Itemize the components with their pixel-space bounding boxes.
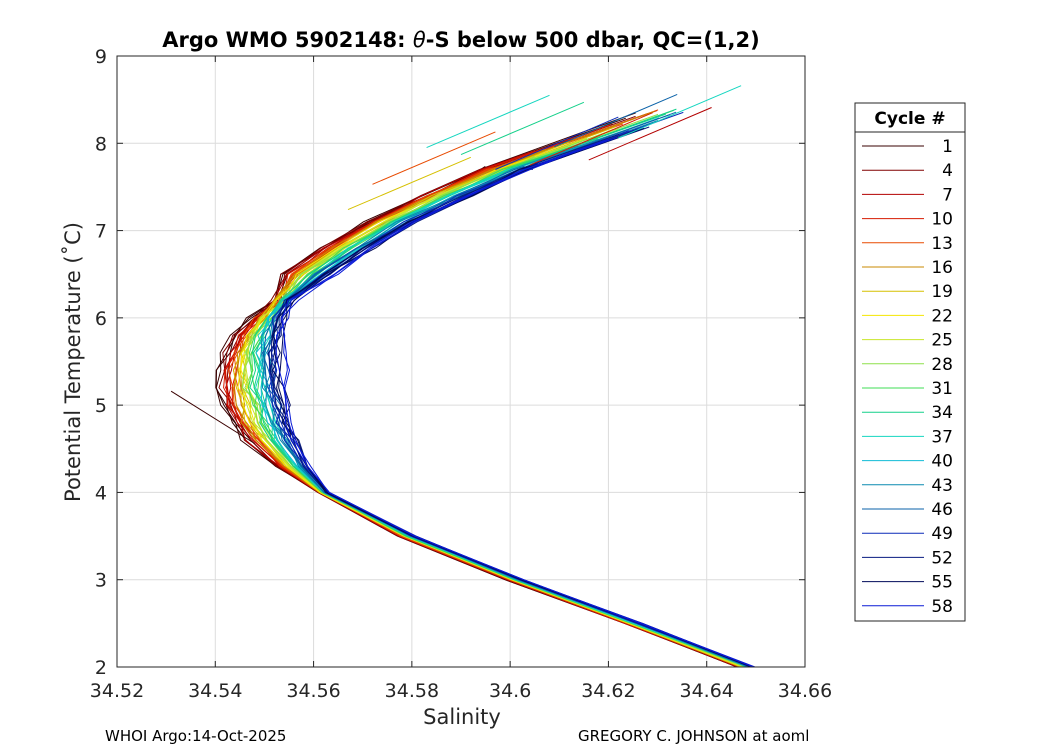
legend-label: 46 (931, 500, 953, 520)
legend: Cycle # 1 4 7 10 13 16 19 22 25 28 31 34 37 40 43 46 49 5… (854, 102, 966, 622)
y-tick-label: 5 (95, 395, 107, 417)
legend-label: 22 (931, 306, 953, 326)
cycle-series-line (280, 137, 754, 668)
cycle-series-line-top (460, 101, 585, 156)
cycle-series-line-top (618, 85, 742, 139)
x-tick-label: 34.62 (581, 680, 635, 702)
x-tick-label: 34.6 (489, 680, 531, 702)
series-lines (170, 85, 756, 668)
footer-left: WHOI Argo:14-Oct-2025 (105, 727, 286, 745)
y-tick-label: 6 (95, 308, 107, 330)
x-tick-label: 34.56 (286, 680, 340, 702)
y-tick-label: 9 (95, 46, 107, 68)
x-tick-label: 34.66 (778, 680, 832, 702)
cycle-series-line-top (372, 131, 496, 185)
cycle-series-line-top (588, 107, 712, 161)
x-axis-ticks: 34.52 34.54 34.56 34.58 34.6 34.62 34.64 34.66 (90, 56, 832, 702)
cycle-series-line-top (170, 390, 255, 444)
x-tick-label: 34.54 (188, 680, 242, 702)
legend-items: 1 4 7 10 13 16 19 22 25 28 31 34 37 40 43 46 49 52 55 58 (862, 137, 953, 617)
legend-label: 16 (931, 258, 953, 278)
plot-area-frame (116, 55, 806, 668)
legend-label: 43 (931, 476, 953, 496)
legend-label: 55 (931, 573, 953, 593)
x-tick-label: 34.64 (680, 680, 734, 702)
y-axis-label: Potential Temperature (˚C) (61, 222, 85, 502)
legend-label: 13 (931, 234, 953, 254)
y-axis-ticks: 2 3 4 5 6 7 8 9 (95, 46, 805, 679)
legend-label: 34 (931, 403, 953, 423)
legend-label: 31 (931, 379, 953, 399)
legend-label: 10 (931, 210, 953, 230)
legend-label: 1 (942, 137, 953, 157)
legend-label: 49 (931, 524, 953, 544)
legend-label: 40 (931, 452, 953, 472)
y-tick-label: 4 (95, 482, 107, 504)
x-tick-label: 34.52 (90, 680, 144, 702)
y-tick-label: 2 (95, 657, 107, 679)
cycle-series-line-top (495, 116, 619, 170)
legend-box (854, 102, 966, 622)
cycle-series-line-top (554, 93, 678, 148)
legend-label: 58 (931, 597, 953, 617)
footer-right: GREGORY C. JOHNSON at aoml (578, 727, 809, 745)
legend-label: 37 (931, 427, 953, 447)
legend-label: 19 (931, 282, 953, 302)
y-tick-label: 8 (95, 133, 107, 155)
legend-label: 28 (931, 355, 953, 375)
x-axis-label: Salinity (423, 705, 501, 729)
cycle-series-line (238, 168, 744, 668)
cycle-series-line-top (347, 156, 471, 211)
legend-label: 4 (942, 161, 953, 181)
legend-label: 7 (942, 185, 953, 205)
legend-title: Cycle # (874, 109, 945, 129)
legend-label: 25 (931, 331, 953, 351)
chart-title: Argo WMO 5902148: θ-S below 500 dbar, QC… (162, 28, 759, 52)
y-tick-label: 7 (95, 221, 107, 243)
legend-label: 52 (931, 548, 953, 568)
cycle-series-line-top (426, 94, 550, 149)
theta-symbol: θ (413, 28, 426, 52)
cycle-series-line-top (529, 112, 653, 166)
y-tick-label: 3 (95, 570, 107, 592)
x-tick-label: 34.58 (385, 680, 439, 702)
